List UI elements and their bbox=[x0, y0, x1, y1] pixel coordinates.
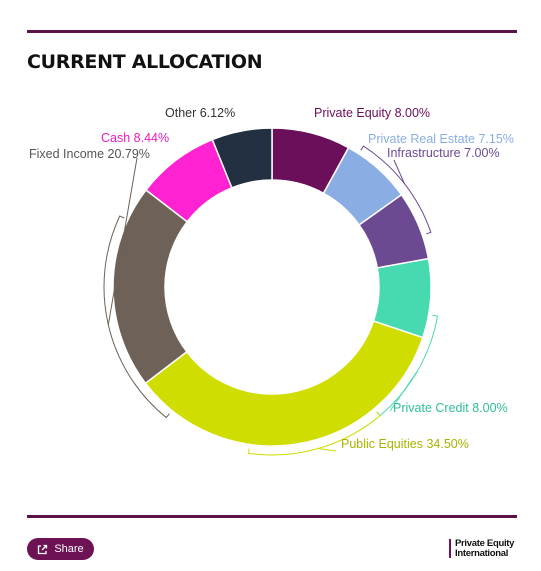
top-rule bbox=[27, 30, 517, 33]
slice-label-8: Other 6.12% bbox=[165, 106, 235, 120]
logo-line-1: Private Equity bbox=[455, 538, 515, 549]
leader-connector-3 bbox=[393, 159, 405, 184]
slice-label-7: Cash 8.44% bbox=[101, 131, 169, 145]
share-icon bbox=[38, 544, 48, 554]
logo-line-2: International bbox=[455, 547, 509, 559]
share-label: Share bbox=[54, 543, 84, 555]
donut-slice-8[interactable] bbox=[211, 127, 273, 189]
slice-label-3: Infrastructure 7.00% bbox=[387, 146, 500, 160]
slice-label-5: Public Equities 34.50% bbox=[341, 437, 469, 451]
leader-connector-6 bbox=[107, 157, 138, 325]
pei-logo: Private Equity International bbox=[449, 539, 514, 558]
slice-label-1: Private Equity 8.00% bbox=[314, 106, 430, 120]
leader-connector-5 bbox=[318, 447, 337, 452]
slice-label-6: Fixed Income 20.79% bbox=[29, 147, 150, 161]
chart-title: CURRENT ALLOCATION bbox=[27, 51, 263, 73]
slice-label-4: Private Credit 8.00% bbox=[393, 401, 508, 415]
slice-label-2: Private Real Estate 7.15% bbox=[368, 132, 514, 146]
share-button[interactable]: Share bbox=[27, 538, 94, 560]
donut-slice-5[interactable] bbox=[144, 320, 424, 447]
bottom-rule bbox=[27, 515, 517, 518]
leader-line-5 bbox=[248, 411, 381, 456]
donut-slice-6[interactable] bbox=[112, 188, 189, 385]
leader-line-3 bbox=[360, 145, 432, 235]
leader-connector-4 bbox=[389, 370, 418, 412]
